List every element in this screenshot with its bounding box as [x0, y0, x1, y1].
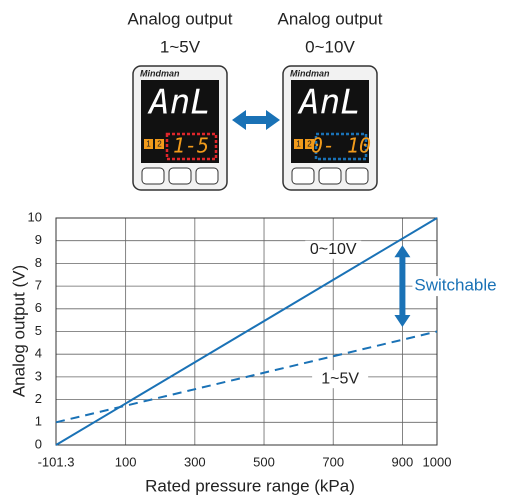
display-top: AnL	[147, 83, 210, 123]
series-line	[55, 330, 438, 424]
brand: Mindman	[290, 68, 330, 78]
x-tick-label: -101.3	[38, 454, 75, 469]
x-tick-label: 900	[392, 454, 414, 469]
x-tick-label: 300	[184, 454, 206, 469]
y-axis-label: Analog output (V)	[9, 265, 28, 397]
label-bg	[312, 370, 369, 389]
indicator	[305, 139, 314, 149]
series-label: 0~10V	[310, 241, 357, 258]
device-label: Analog output	[278, 9, 383, 28]
y-tick-label: 1	[35, 414, 42, 429]
display-top: AnL	[297, 83, 360, 123]
button[interactable]	[318, 167, 342, 185]
display	[291, 80, 369, 163]
annotation: Switchable	[414, 276, 496, 295]
y-tick-label: 0	[35, 436, 42, 451]
brand: Mindman	[140, 68, 180, 78]
button[interactable]	[291, 167, 315, 185]
x-tick-label: 100	[115, 454, 137, 469]
indicator-text: 1	[296, 140, 301, 149]
indicator	[294, 139, 303, 149]
y-tick-label: 6	[35, 300, 42, 315]
y-tick-label: 4	[35, 346, 42, 361]
y-tick-label: 9	[35, 232, 42, 247]
y-tick-label: 8	[35, 255, 42, 270]
label-bg	[412, 276, 505, 297]
x-tick-label: 700	[322, 454, 344, 469]
series-label: 1~5V	[321, 370, 359, 387]
device: Analog output 0~10V Mindman AnL 1 2 0- 1…	[278, 9, 383, 191]
y-tick-label: 3	[35, 368, 42, 383]
display-bottom: 1-5	[173, 134, 209, 158]
device: Analog output 1~5V Mindman AnL 1 2 1-5	[128, 9, 233, 191]
label-bg	[305, 240, 362, 259]
device-range: 1~5V	[160, 37, 201, 56]
y-tick-label: 7	[35, 278, 42, 293]
display	[141, 80, 219, 163]
highlight	[165, 132, 218, 161]
indicator	[144, 139, 153, 149]
button[interactable]	[141, 167, 165, 185]
switch-arrow	[232, 110, 280, 130]
button[interactable]	[345, 167, 369, 185]
button[interactable]	[168, 167, 192, 185]
indicator-text: 2	[157, 140, 162, 149]
indicator	[155, 139, 164, 149]
indicator-text: 1	[146, 140, 151, 149]
indicator-text: 2	[307, 140, 312, 149]
device-range: 0~10V	[305, 37, 355, 56]
display-bottom: 0- 10	[311, 134, 371, 158]
button[interactable]	[195, 167, 219, 185]
y-tick-label: 2	[35, 391, 42, 406]
highlight	[314, 132, 368, 161]
device-label: Analog output	[128, 9, 233, 28]
x-tick-label: 500	[253, 454, 275, 469]
y-tick-label: 10	[28, 209, 42, 224]
x-axis-label: Rated pressure range (kPa)	[145, 476, 355, 495]
x-tick-label: 1000	[423, 454, 452, 469]
y-tick-label: 5	[35, 323, 42, 338]
